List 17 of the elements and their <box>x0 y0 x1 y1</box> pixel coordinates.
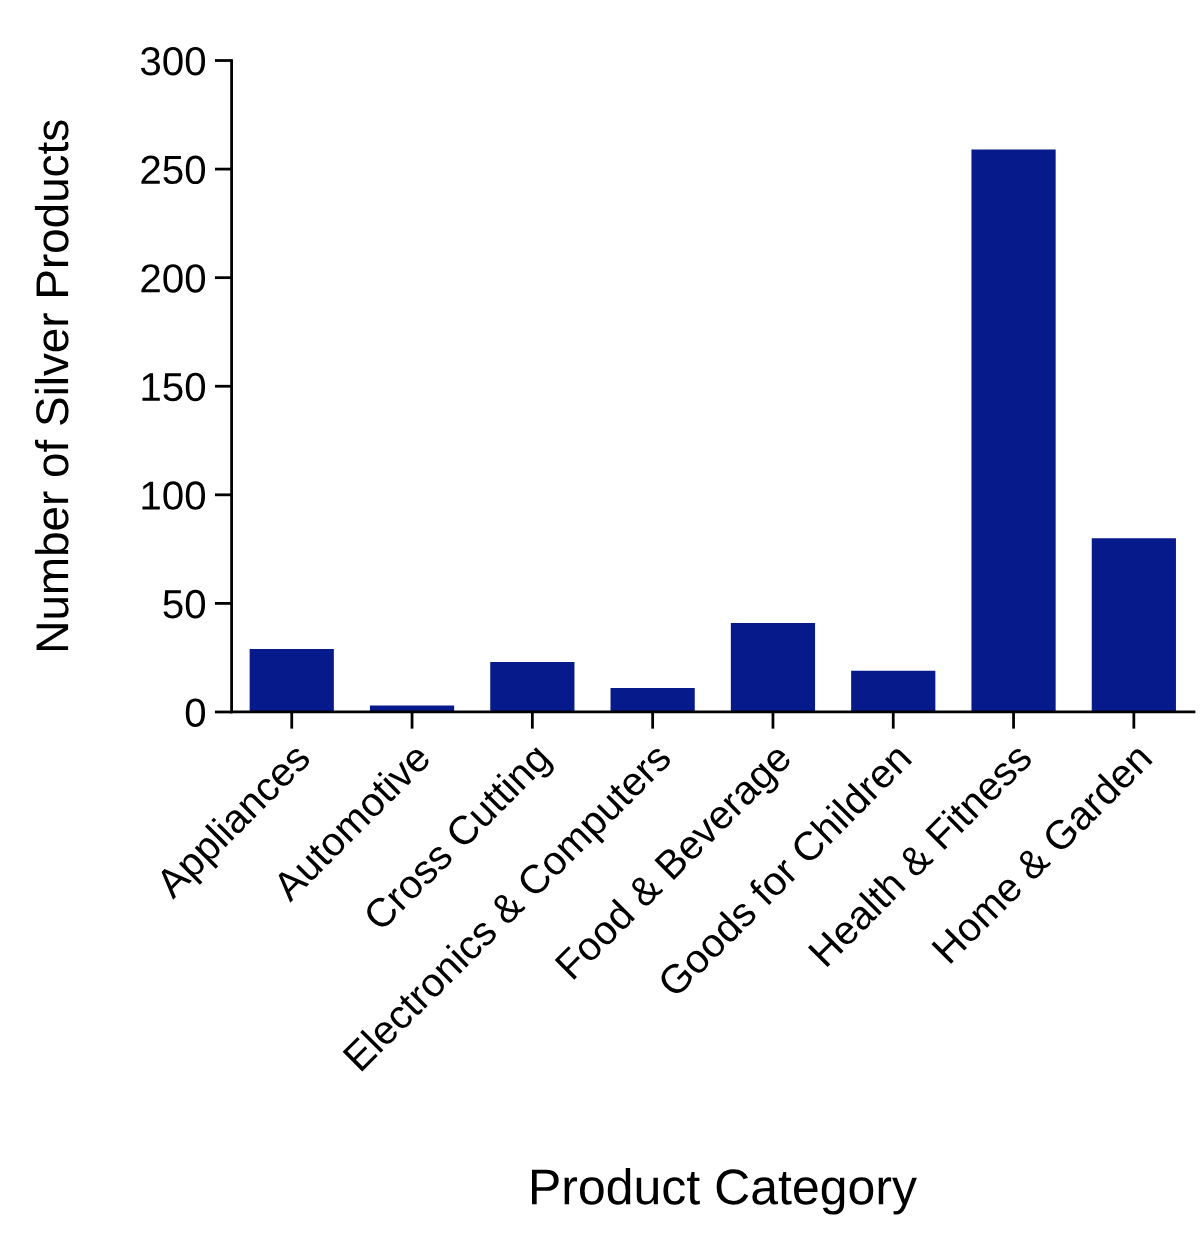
y-tick-label: 300 <box>140 46 206 76</box>
y-tick-label: 250 <box>141 155 206 185</box>
bar <box>369 705 455 712</box>
bar <box>1091 538 1176 712</box>
y-tick-label: 200 <box>141 264 206 293</box>
bar <box>971 149 1056 712</box>
bar <box>610 688 695 712</box>
y-tick-label: 0 <box>185 698 206 727</box>
y-tick-label: 50 <box>163 589 206 619</box>
bar <box>249 649 334 712</box>
y-tick-label: 100 <box>142 481 206 510</box>
bar <box>730 622 816 712</box>
bar <box>490 662 575 712</box>
x-axis-title: Product Category <box>531 1168 917 1215</box>
bar <box>851 670 936 712</box>
y-tick-label: 150 <box>142 372 206 402</box>
y-axis-title: Number of Silver Products <box>34 120 69 650</box>
